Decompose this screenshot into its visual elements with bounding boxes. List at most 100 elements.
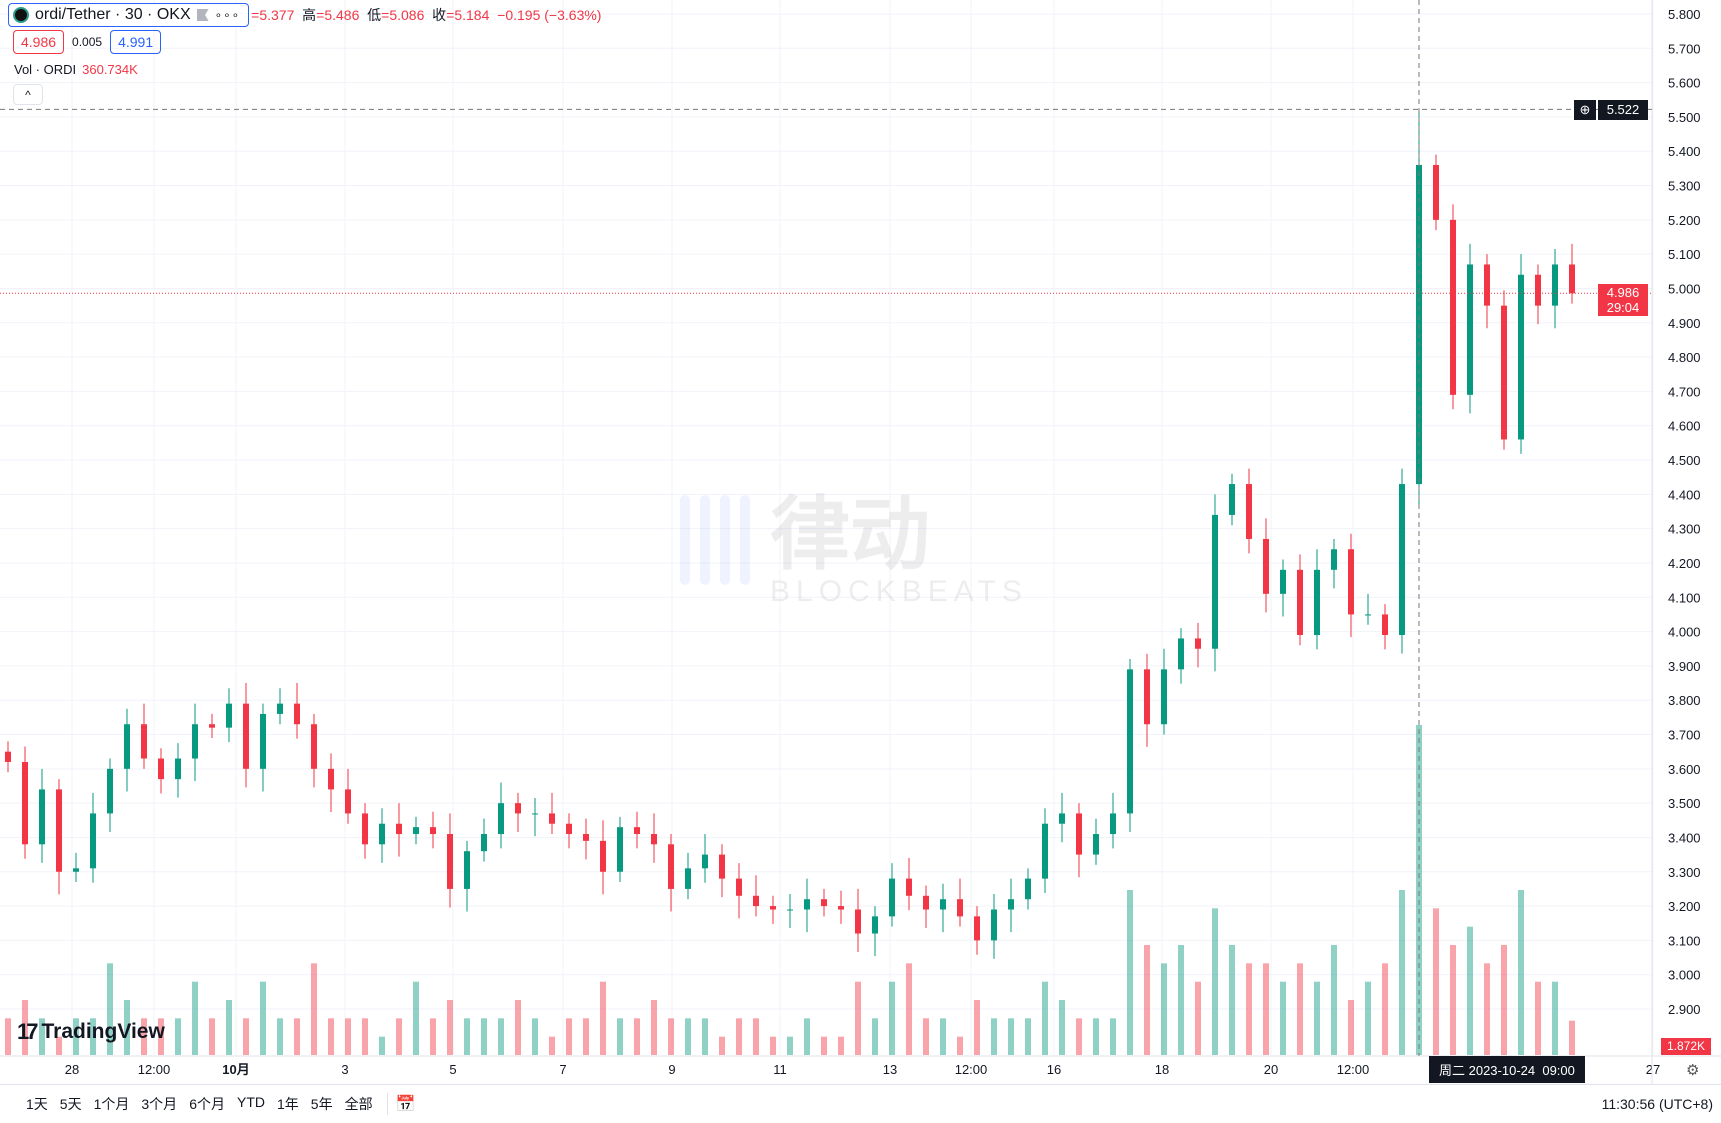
tradingview-logo[interactable]: 17 TradingView (17, 1019, 165, 1044)
candle-body (991, 909, 997, 941)
candle-body (549, 813, 555, 824)
y-tick-label: 5.400 (1668, 144, 1701, 159)
volume-bar (1110, 1018, 1116, 1055)
candle-body (1025, 878, 1031, 900)
range-button[interactable]: 1年 (276, 1096, 299, 1112)
volume-bar (600, 981, 606, 1055)
add-alert-button[interactable]: ⊕ (1574, 100, 1596, 120)
y-tick-label: 5.800 (1668, 7, 1701, 22)
range-button[interactable]: 1个月 (93, 1096, 130, 1112)
volume-bar (1416, 725, 1422, 1055)
clock[interactable]: 11:30:56 (UTC+8) (1601, 1096, 1713, 1112)
volume-bar (311, 963, 317, 1055)
volume-bar (634, 1018, 640, 1055)
volume-bar (107, 963, 113, 1055)
range-button[interactable]: 3个月 (141, 1096, 178, 1112)
candle-body (5, 751, 11, 762)
volume-bar (243, 1018, 249, 1055)
volume-last-badge: 1.872K (1661, 1038, 1711, 1055)
volume-bar (1450, 945, 1456, 1055)
crosshair-price-badge: 5.522 (1598, 100, 1648, 120)
volume-bar (566, 1018, 572, 1055)
volume-bar (617, 1018, 623, 1055)
volume-bar (1365, 981, 1371, 1055)
y-tick-label: 4.400 (1668, 487, 1701, 502)
volume-bar (787, 1036, 793, 1055)
volume-bar (1552, 981, 1558, 1055)
range-button[interactable]: 6个月 (189, 1096, 225, 1112)
volume-bar (889, 981, 895, 1055)
candle-body (651, 834, 657, 845)
x-tick-label: 7 (559, 1062, 566, 1077)
candle-body (192, 724, 198, 759)
y-tick-label: 5.700 (1668, 41, 1701, 56)
range-button[interactable]: 1天 (26, 1096, 48, 1112)
candle-body (124, 724, 130, 769)
y-tick-label: 3.500 (1668, 796, 1701, 811)
range-button[interactable]: 全部 (344, 1096, 373, 1112)
y-tick-label: 5.500 (1668, 110, 1701, 125)
flag-icon[interactable] (196, 9, 209, 21)
candle-body (243, 703, 249, 769)
x-tick-label: 28 (65, 1062, 79, 1077)
candle-body (379, 823, 385, 845)
candle-body (1059, 813, 1065, 824)
y-tick-label: 3.100 (1668, 933, 1701, 948)
volume-bar (1008, 1018, 1014, 1055)
price-chart[interactable]: 5.800 5.700 5.600 5.500 5.400 5.300 5.200 5.100… (0, 0, 1721, 1084)
candle-body (447, 834, 453, 889)
y-tick-label: 3.400 (1668, 830, 1701, 845)
candle-body (413, 827, 419, 835)
candle-body (226, 703, 232, 728)
volume-bar (1093, 1018, 1099, 1055)
volume-bar (804, 1018, 810, 1055)
ellipsis-icon[interactable]: ∘∘∘ (214, 8, 241, 22)
volume-bar (1569, 1020, 1575, 1055)
candle-body (600, 840, 606, 872)
y-tick-label: 5.000 (1668, 281, 1701, 296)
candle-body (1144, 669, 1150, 725)
volume-bar (141, 1018, 147, 1055)
candle-body (1093, 834, 1099, 855)
volume-bar (294, 1018, 300, 1055)
sell-button[interactable]: 4.986 (13, 30, 65, 54)
candle-body (22, 761, 28, 845)
symbol-selector[interactable]: ordi/Tether · 30 · OKX ∘∘∘ (8, 3, 250, 27)
range-button[interactable]: 5天 (59, 1096, 82, 1112)
volume-bar (192, 981, 198, 1055)
range-button[interactable]: YTD (236, 1094, 265, 1110)
volume-bar (1518, 890, 1524, 1055)
range-button[interactable]: 5年 (310, 1096, 333, 1112)
date-range-icon[interactable]: 📅 (395, 1096, 416, 1113)
buy-button[interactable]: 4.991 (110, 30, 162, 54)
candle-body (1076, 813, 1082, 855)
y-tick-label: 2.900 (1668, 1002, 1701, 1017)
volume-bar (1195, 981, 1201, 1055)
volume-bar (719, 1036, 725, 1055)
volume-bar (226, 1000, 232, 1055)
settings-gear-icon[interactable]: ⚙ (1686, 1062, 1700, 1079)
volume-bar (1144, 945, 1150, 1055)
y-tick-label: 3.800 (1668, 693, 1701, 708)
candle-body (1314, 569, 1320, 636)
candle-body (39, 789, 45, 845)
candle-body (855, 909, 861, 934)
candle-body (362, 813, 368, 845)
candle-body (277, 703, 283, 714)
candle-body (294, 703, 300, 725)
volume-bar (668, 1018, 674, 1055)
candle-body (532, 813, 538, 815)
candle-body (889, 878, 895, 917)
x-tick-label: 27 (1646, 1062, 1660, 1077)
last-price-badge: 4.986 29:04 (1598, 284, 1648, 316)
volume-bar (1042, 981, 1048, 1055)
volume-bar (90, 1018, 96, 1055)
candle-body (668, 844, 674, 889)
candle-body (481, 834, 487, 852)
candle-body (787, 909, 793, 911)
candle-body (685, 868, 691, 889)
y-tick-label: 3.300 (1668, 865, 1701, 880)
volume-bar (1501, 945, 1507, 1055)
collapse-legend-button[interactable]: ^ (13, 84, 43, 105)
volume-bar (396, 1018, 402, 1055)
